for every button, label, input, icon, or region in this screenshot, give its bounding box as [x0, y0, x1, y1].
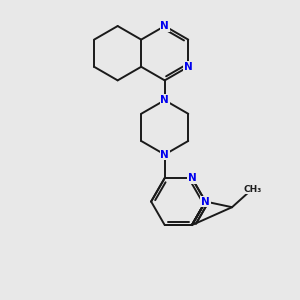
Text: N: N — [184, 62, 193, 72]
Text: N: N — [160, 21, 169, 31]
Text: N: N — [160, 150, 169, 160]
Text: N: N — [201, 196, 210, 207]
Text: CH₃: CH₃ — [243, 184, 261, 194]
Text: N: N — [188, 173, 196, 183]
Text: N: N — [201, 196, 210, 207]
Text: N: N — [160, 95, 169, 105]
